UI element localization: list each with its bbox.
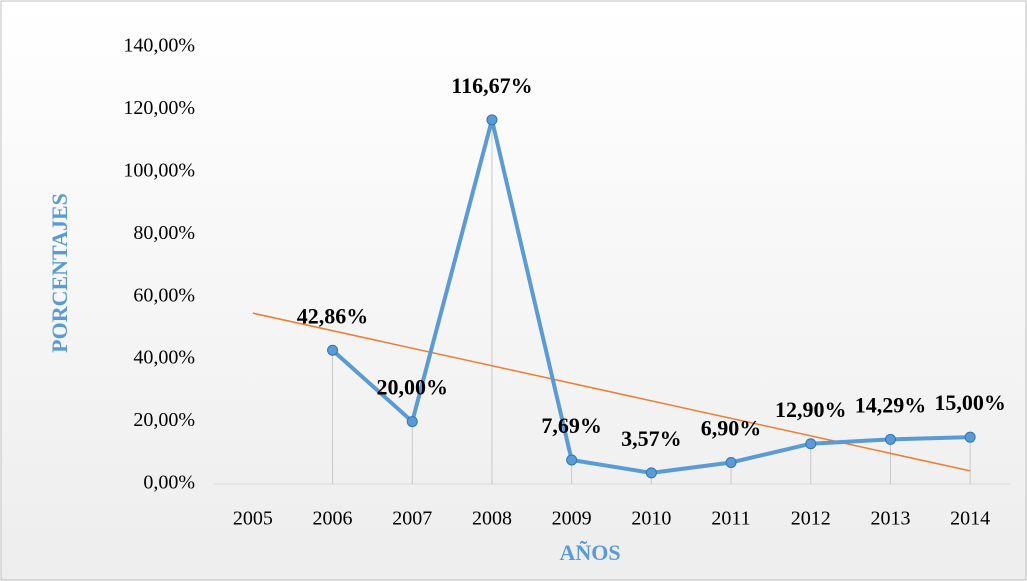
y-tick-label: 40,00% xyxy=(133,347,195,369)
data-label: 12,90% xyxy=(775,397,847,422)
data-label: 3,57% xyxy=(621,426,682,451)
y-tick-label: 140,00% xyxy=(123,35,195,57)
x-tick-label: 2008 xyxy=(472,508,512,530)
data-label: 116,67% xyxy=(451,73,532,98)
data-point xyxy=(964,431,976,443)
data-point xyxy=(486,114,498,126)
x-tick-label: 2005 xyxy=(233,508,273,530)
data-point xyxy=(566,454,578,466)
x-tick-label: 2014 xyxy=(950,508,990,530)
x-tick-label: 2011 xyxy=(711,508,750,530)
x-tick-label: 2012 xyxy=(791,508,831,530)
data-label: 42,86% xyxy=(297,303,369,328)
data-point xyxy=(725,456,737,468)
y-tick-label: 100,00% xyxy=(123,159,195,181)
data-point xyxy=(327,344,339,356)
x-tick-label: 2007 xyxy=(392,508,432,530)
x-axis-title: AÑOS xyxy=(559,540,620,565)
data-label: 15,00% xyxy=(934,390,1006,415)
x-tick-label: 2009 xyxy=(552,508,592,530)
x-tick-label: 2013 xyxy=(870,508,910,530)
data-label: 14,29% xyxy=(855,392,927,417)
y-tick-label: 60,00% xyxy=(133,284,195,306)
x-tick-label: 2010 xyxy=(631,508,671,530)
data-point xyxy=(805,438,817,450)
y-axis-title: PORCENTAJES xyxy=(47,193,72,353)
data-label: 6,90% xyxy=(701,416,762,441)
y-tick-label: 120,00% xyxy=(123,97,195,119)
data-point xyxy=(645,467,657,479)
data-label: 20,00% xyxy=(377,375,449,400)
y-tick-label: 20,00% xyxy=(133,409,195,431)
data-point xyxy=(406,416,418,428)
y-tick-label: 0,00% xyxy=(143,472,195,494)
data-point xyxy=(884,433,896,445)
y-tick-label: 80,00% xyxy=(133,222,195,244)
trendline xyxy=(252,312,971,472)
data-label: 7,69% xyxy=(541,413,602,438)
x-tick-label: 2006 xyxy=(313,508,353,530)
